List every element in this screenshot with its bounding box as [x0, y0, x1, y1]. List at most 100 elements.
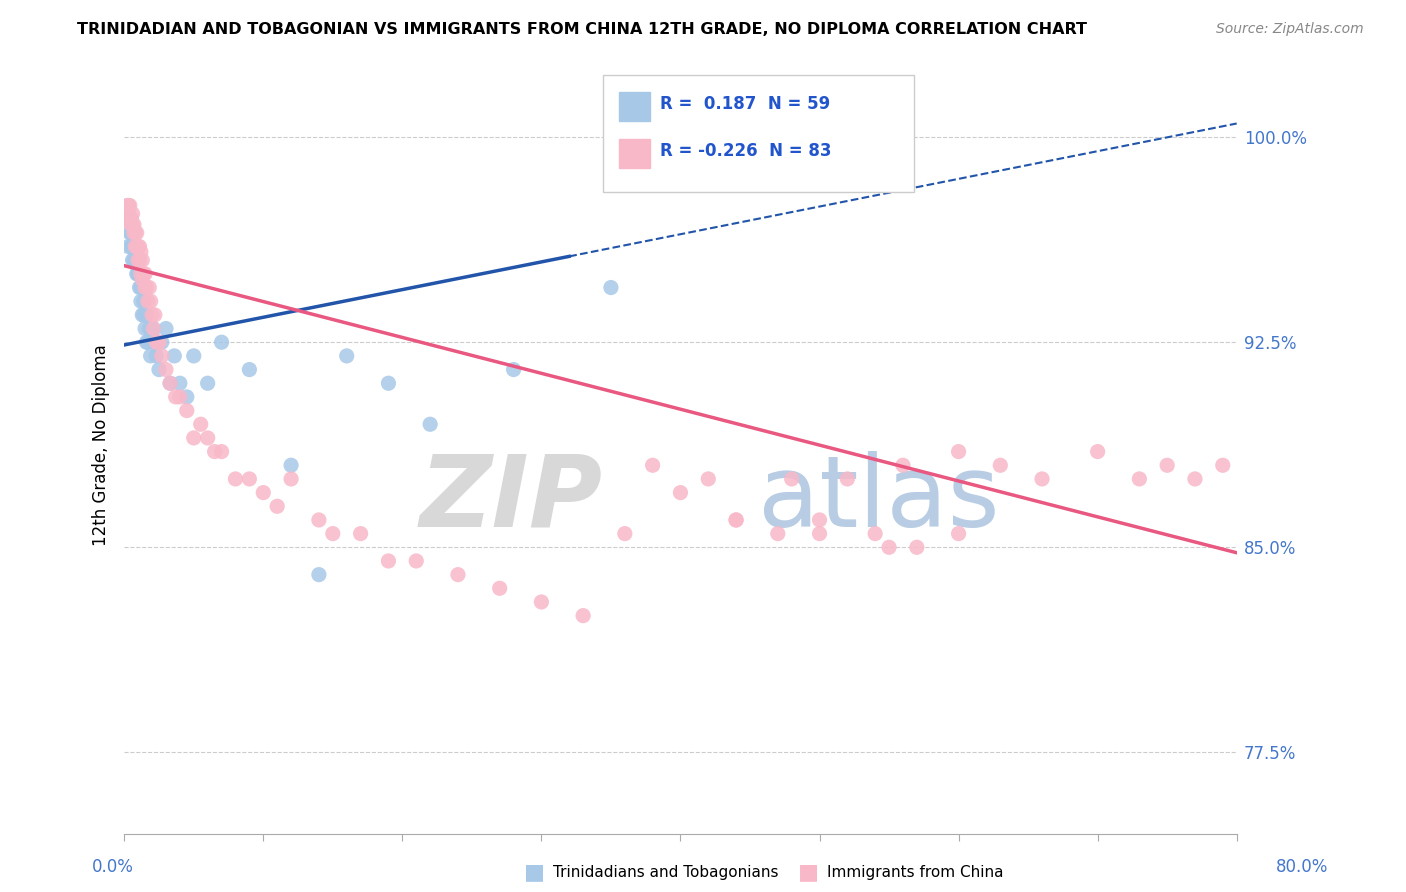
Point — [183, 349, 205, 363]
Point — [204, 444, 226, 458]
Point — [948, 526, 970, 541]
Point — [142, 321, 165, 335]
Point — [266, 500, 288, 514]
Text: atlas: atlas — [758, 450, 1000, 548]
Point — [405, 554, 427, 568]
Point — [124, 239, 146, 253]
Point — [129, 267, 152, 281]
Point — [127, 239, 149, 253]
Point — [891, 458, 914, 473]
Point — [139, 349, 162, 363]
Point — [145, 349, 167, 363]
Point — [419, 417, 441, 432]
Point — [197, 431, 219, 445]
Text: TRINIDADIAN AND TOBAGONIAN VS IMMIGRANTS FROM CHINA 12TH GRADE, NO DIPLOMA CORRE: TRINIDADIAN AND TOBAGONIAN VS IMMIGRANTS… — [77, 22, 1087, 37]
Point — [121, 207, 143, 221]
Point — [252, 485, 274, 500]
Bar — [619, 138, 651, 168]
Point — [238, 472, 260, 486]
Point — [131, 272, 153, 286]
Point — [115, 212, 138, 227]
Point — [837, 472, 859, 486]
Point — [117, 207, 139, 221]
Point — [136, 335, 159, 350]
Point — [336, 349, 359, 363]
Point — [134, 321, 156, 335]
Point — [725, 513, 748, 527]
Point — [125, 253, 148, 268]
Text: ■: ■ — [524, 863, 544, 882]
Point — [117, 239, 139, 253]
Point — [142, 321, 165, 335]
Point — [697, 472, 720, 486]
Point — [176, 390, 198, 404]
FancyBboxPatch shape — [603, 75, 914, 192]
Text: Source: ZipAtlas.com: Source: ZipAtlas.com — [1216, 22, 1364, 37]
Point — [155, 362, 177, 376]
Point — [120, 226, 142, 240]
Point — [148, 362, 170, 376]
Point — [308, 567, 330, 582]
Point — [150, 335, 173, 350]
Point — [280, 458, 302, 473]
Point — [132, 294, 155, 309]
Point — [124, 239, 146, 253]
Text: ■: ■ — [799, 863, 818, 882]
Point — [197, 376, 219, 391]
Point — [530, 595, 553, 609]
Point — [141, 308, 163, 322]
Point — [224, 472, 246, 486]
Point — [190, 417, 212, 432]
Point — [165, 390, 187, 404]
Point — [159, 376, 181, 391]
Point — [863, 526, 886, 541]
Point — [780, 472, 803, 486]
Text: Immigrants from China: Immigrants from China — [827, 865, 1004, 880]
Point — [120, 212, 142, 227]
Point — [280, 472, 302, 486]
Point — [134, 308, 156, 322]
Point — [128, 239, 150, 253]
Point — [120, 218, 142, 232]
Point — [139, 294, 162, 309]
Point — [1087, 444, 1109, 458]
Text: Trinidadians and Tobagonians: Trinidadians and Tobagonians — [553, 865, 778, 880]
Text: 0.0%: 0.0% — [91, 858, 134, 876]
Y-axis label: 12th Grade, No Diploma: 12th Grade, No Diploma — [93, 344, 110, 546]
Point — [948, 444, 970, 458]
Point — [117, 198, 139, 212]
Point — [308, 513, 330, 527]
Point — [211, 335, 233, 350]
Point — [377, 554, 399, 568]
Point — [183, 431, 205, 445]
Point — [122, 253, 145, 268]
Point — [377, 376, 399, 391]
Point — [124, 239, 146, 253]
Point — [1156, 458, 1178, 473]
Point — [322, 526, 344, 541]
Point — [138, 280, 160, 294]
Point — [120, 212, 142, 227]
Point — [124, 253, 146, 268]
Text: R =  0.187  N = 59: R = 0.187 N = 59 — [661, 95, 831, 113]
Point — [169, 390, 191, 404]
Point — [134, 280, 156, 294]
Text: R = -0.226  N = 83: R = -0.226 N = 83 — [661, 142, 832, 160]
Point — [121, 218, 143, 232]
Point — [121, 253, 143, 268]
Point — [122, 226, 145, 240]
Point — [211, 444, 233, 458]
Point — [128, 280, 150, 294]
Point — [128, 253, 150, 268]
Point — [129, 245, 152, 260]
Point — [447, 567, 470, 582]
Point — [488, 582, 510, 596]
Bar — [619, 92, 651, 121]
Point — [125, 253, 148, 268]
Point — [163, 349, 186, 363]
Point — [725, 513, 748, 527]
Point — [141, 326, 163, 341]
Point — [613, 526, 636, 541]
Point — [122, 218, 145, 232]
Point — [132, 267, 155, 281]
